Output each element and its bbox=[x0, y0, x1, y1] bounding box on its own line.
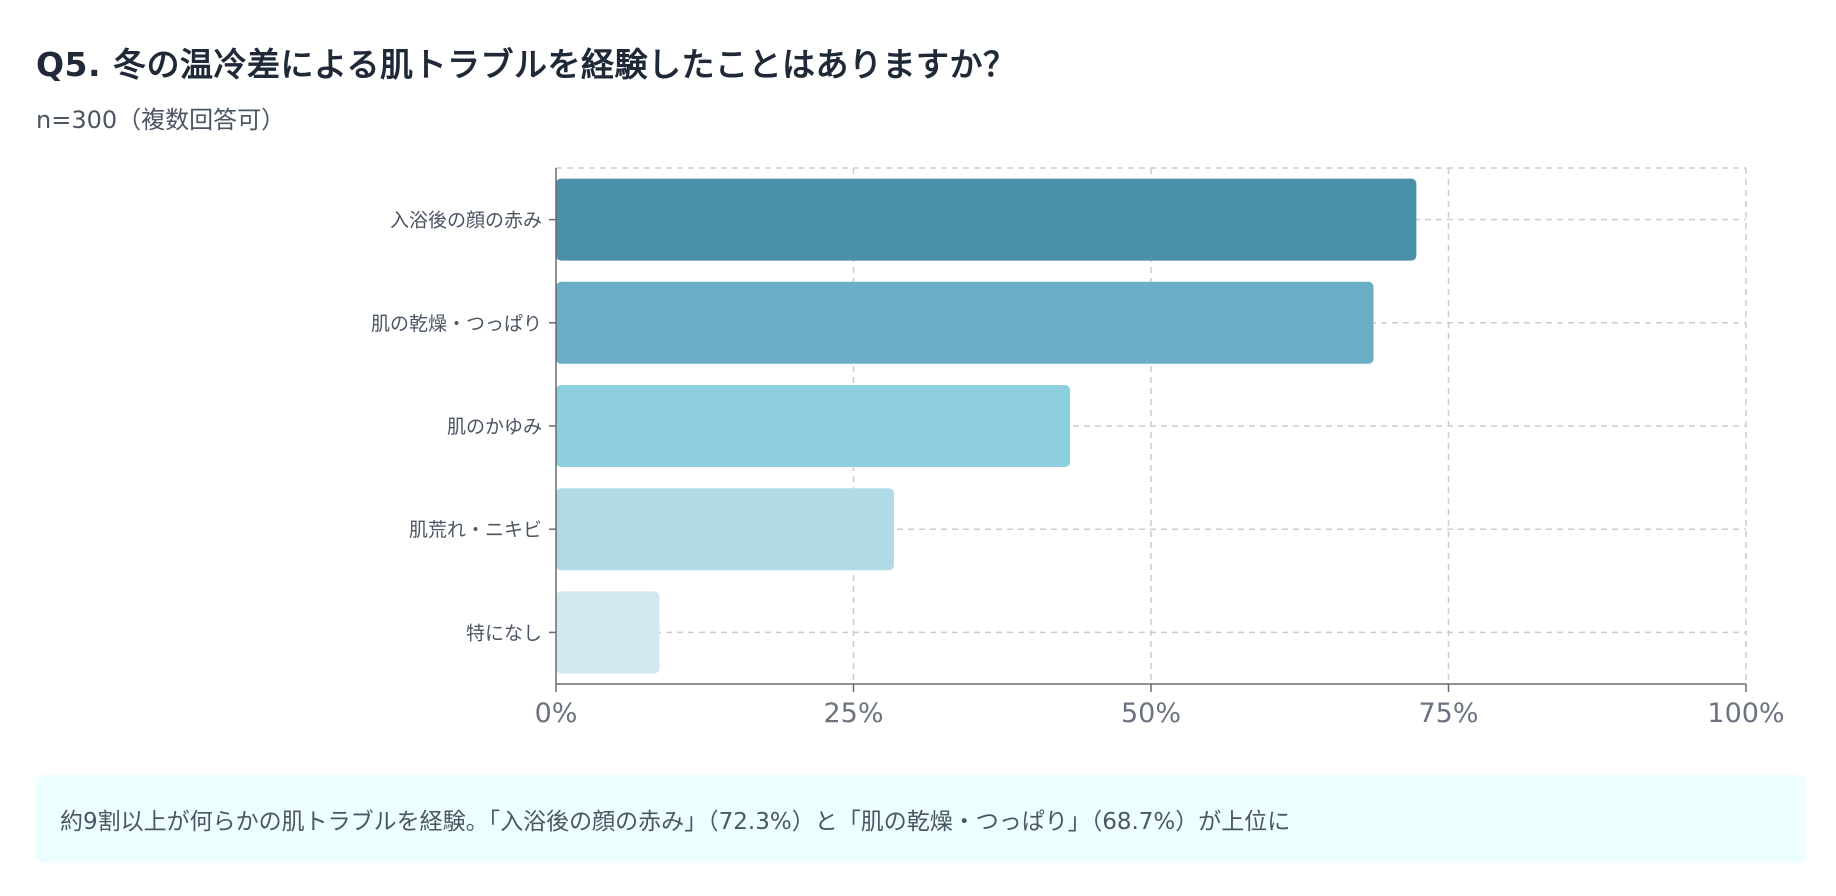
chart-subtitle: n=300（複数回答可） bbox=[36, 106, 286, 134]
x-tick-label: 50% bbox=[1121, 698, 1181, 729]
bar-4 bbox=[556, 488, 894, 571]
axes bbox=[549, 168, 1747, 692]
category-label: 特になし bbox=[466, 622, 542, 644]
category-label: 入浴後の顔の赤み bbox=[390, 210, 542, 232]
x-tick-label: 100% bbox=[1707, 698, 1784, 729]
chart-title: Q5. 冬の温冷差による肌トラブルを経験したことはありますか？ bbox=[36, 45, 1017, 84]
category-label: 肌荒れ・ニキビ bbox=[409, 519, 542, 541]
x-tick-label: 75% bbox=[1418, 698, 1478, 729]
x-tick-label: 0% bbox=[535, 698, 578, 729]
x-tick-label: 25% bbox=[823, 698, 883, 729]
summary-note-text: 約9割以上が何らかの肌トラブルを経験。「入浴後の顔の赤み」（72.3%）と「肌の… bbox=[60, 809, 1291, 835]
category-label: 肌のかゆみ bbox=[447, 416, 542, 438]
bar-1 bbox=[556, 178, 1417, 261]
category-label: 肌の乾燥・つっぱり bbox=[371, 313, 542, 335]
summary-note: 約9割以上が何らかの肌トラブルを経験。「入浴後の顔の赤み」（72.3%）と「肌の… bbox=[36, 775, 1806, 863]
bar-2 bbox=[556, 281, 1374, 364]
bars bbox=[556, 178, 1417, 674]
bar-5 bbox=[556, 591, 660, 674]
bar-3 bbox=[556, 385, 1071, 467]
